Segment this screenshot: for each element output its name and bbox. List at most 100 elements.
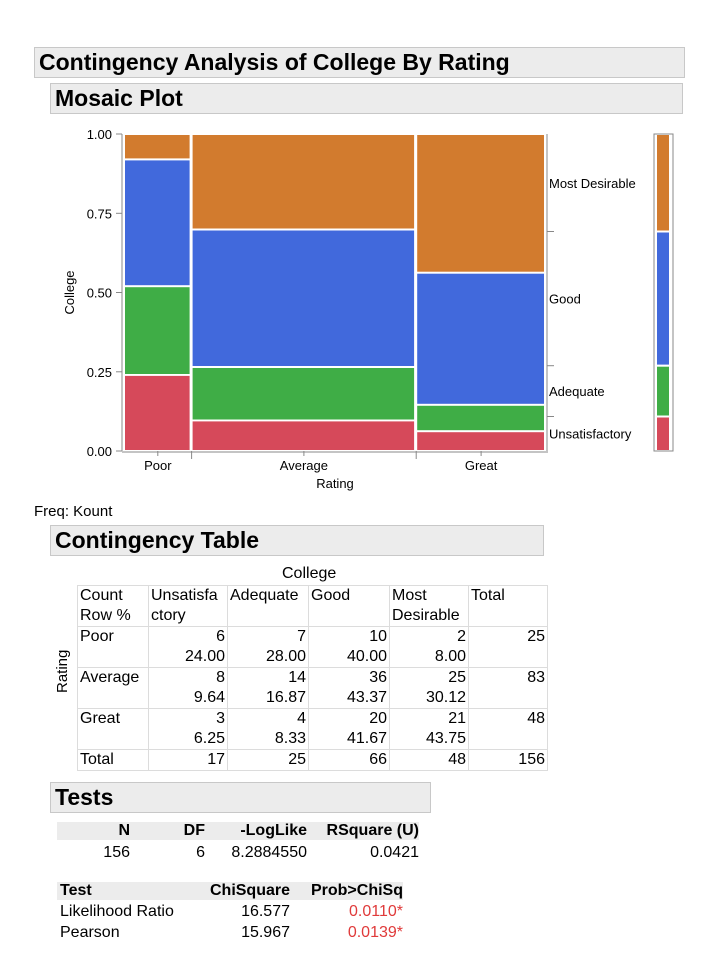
y-tick-label: 0.50 xyxy=(87,286,112,301)
x-axis-label: Rating xyxy=(316,476,354,491)
mosaic-cell xyxy=(417,405,544,431)
contingency-table: Count Row % Unsatisfa ctory Adequate Good … xyxy=(77,585,548,771)
tests-row: Likelihood Ratio 16.577 0.0110* xyxy=(57,903,403,921)
cell-count: 20 xyxy=(369,710,387,727)
y-tick-label: 0.75 xyxy=(87,206,112,221)
cell: 3 6.25 xyxy=(148,708,228,750)
table-row: Poor 6 24.00 7 28.00 10 40.00 2 8.00 25 xyxy=(77,626,548,668)
x-tick-label: Great xyxy=(465,458,498,473)
cell: 14 16.87 xyxy=(227,667,309,709)
mosaic-cell xyxy=(192,135,415,229)
summary-header: -LogLike xyxy=(240,822,307,839)
corner-rowpct: Row % xyxy=(80,607,131,624)
tests-title: Tests xyxy=(55,784,114,810)
test-name: Likelihood Ratio xyxy=(60,903,174,920)
col-header-line: Adequate xyxy=(230,587,299,604)
cell-count: 25 xyxy=(448,669,466,686)
cell-pct: 43.37 xyxy=(346,689,387,706)
summary-table: N DF -LogLike RSquare (U) 156 6 8.288455… xyxy=(57,822,419,862)
cell-count: 3 xyxy=(216,710,225,727)
mosaic-cell xyxy=(125,160,190,286)
cell-pct: 9.64 xyxy=(193,689,225,706)
marginal-bar-segment xyxy=(657,232,669,365)
tests-header[interactable]: Tests xyxy=(50,782,431,813)
row-label: Great xyxy=(77,708,149,750)
cell-count: 4 xyxy=(297,710,306,727)
cell-count: 7 xyxy=(297,628,306,645)
cell: 6 24.00 xyxy=(148,626,228,668)
col-header-line: ctory xyxy=(151,607,186,624)
col-header-line: Good xyxy=(311,587,351,604)
cell-pct: 30.12 xyxy=(425,689,466,706)
test-prob: 0.0110* xyxy=(349,903,403,920)
row-label: Average xyxy=(77,667,149,709)
cell-pct: 16.87 xyxy=(265,689,306,706)
corner-cell: Count Row % xyxy=(77,585,149,627)
cell-total: 48 xyxy=(468,708,548,750)
row-label: Total xyxy=(77,749,149,771)
marginal-bar-segment xyxy=(657,417,669,450)
cell: 8 9.64 xyxy=(148,667,228,709)
cell-pct: 43.75 xyxy=(425,730,466,747)
y-tick-label: 1.00 xyxy=(87,127,112,142)
marginal-bar-segment xyxy=(657,366,669,416)
cell-total: 66 xyxy=(308,749,390,771)
col-header: Most Desirable xyxy=(389,585,469,627)
tests-header-cell: Prob>ChiSq xyxy=(310,882,403,899)
summary-value: 0.0421 xyxy=(370,844,419,861)
mosaic-cell xyxy=(192,230,415,366)
x-tick-label: Average xyxy=(280,458,328,473)
table-row: Great 3 6.25 4 8.33 20 41.67 21 43.75 48 xyxy=(77,708,548,750)
tests-row: Pearson 15.967 0.0139* xyxy=(57,924,403,942)
summary-header: DF xyxy=(183,822,205,839)
mosaic-cell xyxy=(125,287,190,374)
report-title-text: Contingency Analysis of College By Ratin… xyxy=(39,49,510,75)
cell-pct: 41.67 xyxy=(346,730,387,747)
rating-side-label: Rating xyxy=(54,649,71,693)
cell-pct: 24.00 xyxy=(184,648,225,665)
cell: 36 43.37 xyxy=(308,667,390,709)
cell-pct: 8.00 xyxy=(434,648,466,665)
col-header-line xyxy=(471,606,545,626)
cell-count: 83 xyxy=(527,669,545,686)
report-title: Contingency Analysis of College By Ratin… xyxy=(34,47,685,78)
tests-table: Test ChiSquare Prob>ChiSq Likelihood Rat… xyxy=(57,882,403,942)
cell: 4 8.33 xyxy=(227,708,309,750)
level-label: Most Desirable xyxy=(549,176,636,191)
cell-count: 10 xyxy=(369,628,387,645)
col-header: Adequate xyxy=(227,585,309,627)
contingency-table-title: Contingency Table xyxy=(55,527,260,553)
col-header-line xyxy=(230,606,306,626)
cell-total: 156 xyxy=(468,749,548,771)
cell-count: 14 xyxy=(288,669,306,686)
mosaic-plot-title: Mosaic Plot xyxy=(55,85,183,111)
cell-pct xyxy=(471,729,545,749)
cell-total: 25 xyxy=(227,749,309,771)
summary-value-row: 156 6 8.2884550 0.0421 xyxy=(57,844,419,862)
cell-pct: 40.00 xyxy=(346,648,387,665)
summary-value: 156 xyxy=(103,844,130,861)
col-header: Total xyxy=(468,585,548,627)
tests-header-cell: Test xyxy=(60,882,92,899)
mosaic-cell xyxy=(192,421,415,450)
level-label: Unsatisfactory xyxy=(549,427,632,442)
cell-total: 48 xyxy=(389,749,469,771)
contingency-table-header[interactable]: Contingency Table xyxy=(50,525,544,556)
col-header-line: Desirable xyxy=(392,607,460,624)
cell-count: 21 xyxy=(448,710,466,727)
cell-pct: 8.33 xyxy=(274,730,306,747)
cell-total: 83 xyxy=(468,667,548,709)
row-label: Poor xyxy=(77,626,149,668)
mosaic-cell xyxy=(417,135,544,272)
col-header-line: Total xyxy=(471,587,505,604)
col-header-line: Most xyxy=(392,587,427,604)
col-header: Unsatisfa ctory xyxy=(148,585,228,627)
test-chisq: 16.577 xyxy=(241,903,290,920)
col-header: Good xyxy=(308,585,390,627)
mosaic-plot-header[interactable]: Mosaic Plot xyxy=(50,83,683,114)
test-chisq: 15.967 xyxy=(241,924,290,941)
college-header: College xyxy=(282,565,337,582)
freq-label: Freq: Kount xyxy=(34,503,113,520)
cell-pct: 28.00 xyxy=(265,648,306,665)
mosaic-cell xyxy=(417,273,544,404)
